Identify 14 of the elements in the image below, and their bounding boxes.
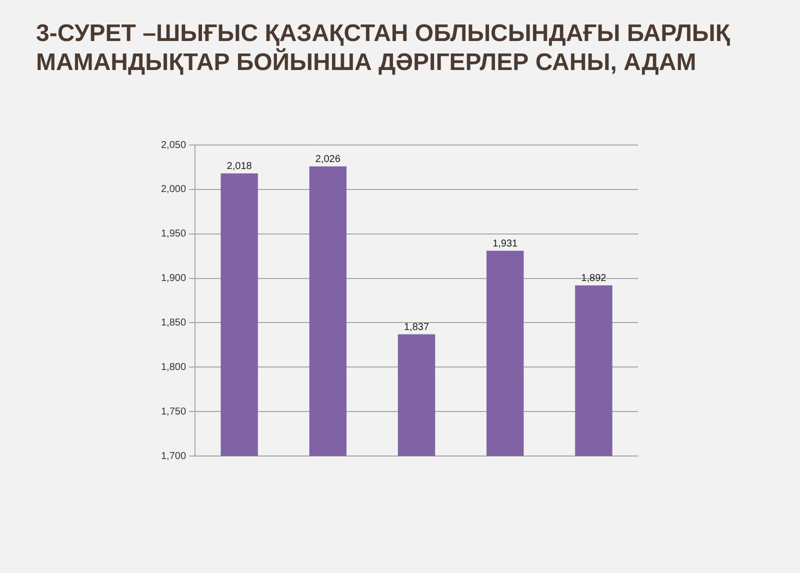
chart-title: 3-СУРЕТ –ШЫҒЫС ҚАЗАҚСТАН ОБЛЫСЫНДАҒЫ БАРЛЫҚ МАМАНДЫҚТАР БОЙЫНША ДӘРІГЕРЛЕР САНЫ, АДАМ bbox=[36, 20, 732, 78]
y-tick-label: 1,700 bbox=[160, 450, 186, 462]
data-label: 2,018 bbox=[226, 161, 252, 172]
data-label: 1,892 bbox=[581, 273, 607, 284]
y-tick-label: 1,800 bbox=[160, 362, 186, 373]
y-tick-label: 2,050 bbox=[160, 140, 186, 151]
data-label: 1,931 bbox=[492, 238, 518, 250]
y-tick-label: 1,850 bbox=[160, 317, 186, 328]
data-label: 1,837 bbox=[404, 322, 430, 334]
y-tick-label: 1,900 bbox=[160, 273, 186, 284]
y-tick-label: 2,000 bbox=[160, 184, 186, 196]
data-label: 2,026 bbox=[315, 154, 341, 166]
y-tick-label: 1,750 bbox=[160, 406, 186, 418]
y-tick-label: 1,950 bbox=[160, 228, 186, 240]
